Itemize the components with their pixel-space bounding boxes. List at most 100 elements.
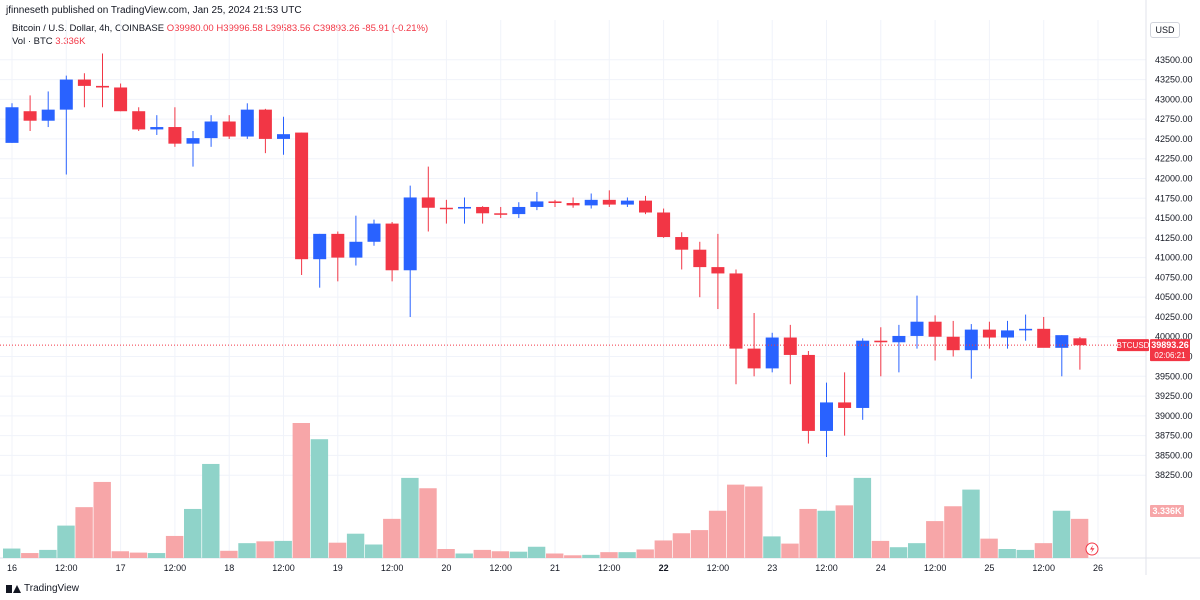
candle-body [96,85,109,88]
price-tick-label: 43250.00 [1155,75,1193,85]
volume-bar [636,549,654,558]
volume-bar [1016,549,1034,558]
candle-body [620,200,634,205]
volume-tag-value: 3.336K [1152,506,1182,516]
time-tick-label: 12:00 [164,563,187,573]
candle-body [77,79,91,86]
time-tick-label: 17 [116,563,126,573]
candle-body [59,79,73,110]
volume-bar [889,547,908,558]
candle-body [258,109,272,139]
volume-bar [292,423,310,558]
volume-bar [727,484,745,558]
volume-bars [3,423,1089,558]
volume-bar [980,538,998,558]
candle-body [385,223,399,271]
volume-bar [708,510,727,558]
volume-bar [21,553,39,558]
volume-bar [491,551,510,558]
currency-button[interactable]: USD [1150,22,1180,38]
candle-body [204,121,218,139]
volume-bar [129,552,148,558]
price-tick-label: 42250.00 [1155,154,1193,164]
candle-body [548,201,562,204]
candle-body [240,109,254,137]
candle-body [222,121,236,137]
volume-bar [57,525,75,558]
volume-bar [1034,543,1053,558]
candle-body [838,402,852,408]
volume-bar [147,553,166,558]
candle-body [313,233,327,260]
time-tick-label: 21 [550,563,560,573]
time-tick-label: 20 [441,563,451,573]
time-tick-label: 12:00 [598,563,621,573]
price-tick-label: 39500.00 [1155,371,1193,381]
volume-bar [908,543,926,558]
publish-header: jfinneseth published on TradingView.com,… [0,0,1200,20]
volume-bar [690,530,709,558]
volume-bar [111,551,129,558]
volume-bar [383,518,401,558]
close-value: C39893.26 [313,23,360,34]
candle-body [349,241,363,258]
price-tick-label: 38250.00 [1155,470,1193,480]
grid [0,0,1200,575]
price-tick-label: 43000.00 [1155,94,1193,104]
price-tag-countdown: 02:06:21 [1154,351,1186,360]
ohlc-row: Bitcoin / U.S. Dollar, 4h, COINBASE O399… [12,22,428,35]
candle-body [494,213,508,215]
volume-bar [546,553,564,558]
time-tick-label: 12:00 [381,563,404,573]
symbol-tag-bg [1117,339,1149,352]
volume-bar [853,477,872,558]
candle-body [566,203,580,206]
high-value: H39996.58 [216,23,263,34]
price-tag-bg [1150,339,1190,362]
change-value: -85.91 (-0.21%) [362,23,429,34]
candle-body [277,134,290,139]
lightning-glyph [1090,545,1095,553]
volume-tag-bg [1150,505,1184,517]
price-tick-label: 41250.00 [1155,233,1193,243]
volume-bar [184,508,202,558]
time-tick-label: 16 [7,563,17,573]
open-value: O39980.00 [166,23,214,34]
volume-bar [835,505,853,558]
volume-bar [799,508,817,558]
candle-body [946,336,960,351]
candle-body [168,127,182,144]
volume-value: 3.336K [55,36,86,47]
volume-bar [654,540,672,558]
price-tick-label: 40250.00 [1155,312,1193,322]
time-axis: 16 12:00 17 12:00 18 12:00 19 12:00 20 12:00 21 12:… [7,563,1103,573]
time-tick-label: 26 [1093,563,1103,573]
candle-body [910,321,924,336]
volume-bar [817,510,835,558]
candle-body [657,212,671,238]
footer-brand: TradingView [6,583,79,594]
volume-bar [564,555,582,558]
symbol-tag-text: BTCUSD [1117,341,1150,350]
low-value: L39583.56 [265,23,311,34]
candle-body [964,329,978,351]
candle-body [639,200,652,213]
symbol-description[interactable]: Bitcoin / U.S. Dollar, 4h, COINBASE [12,23,165,34]
tradingview-logo-icon [6,584,21,593]
volume-bar [437,549,455,558]
published-info: jfinneseth published on TradingView.com,… [6,5,302,16]
volume-label[interactable]: Vol · BTC [12,36,53,47]
time-tick-label: 12:00 [272,563,295,573]
volume-bar [274,540,292,558]
volume-bar [763,536,781,558]
volume-bar [600,552,618,558]
price-tick-label: 42750.00 [1155,114,1193,124]
volume-bar [473,549,491,558]
price-tick-label: 39250.00 [1155,391,1193,401]
volume-bar [1070,518,1089,558]
price-tick-label: 39000.00 [1155,411,1193,421]
volume-bar [781,543,799,558]
volume-bar [93,481,111,558]
volume-bar [527,546,546,558]
